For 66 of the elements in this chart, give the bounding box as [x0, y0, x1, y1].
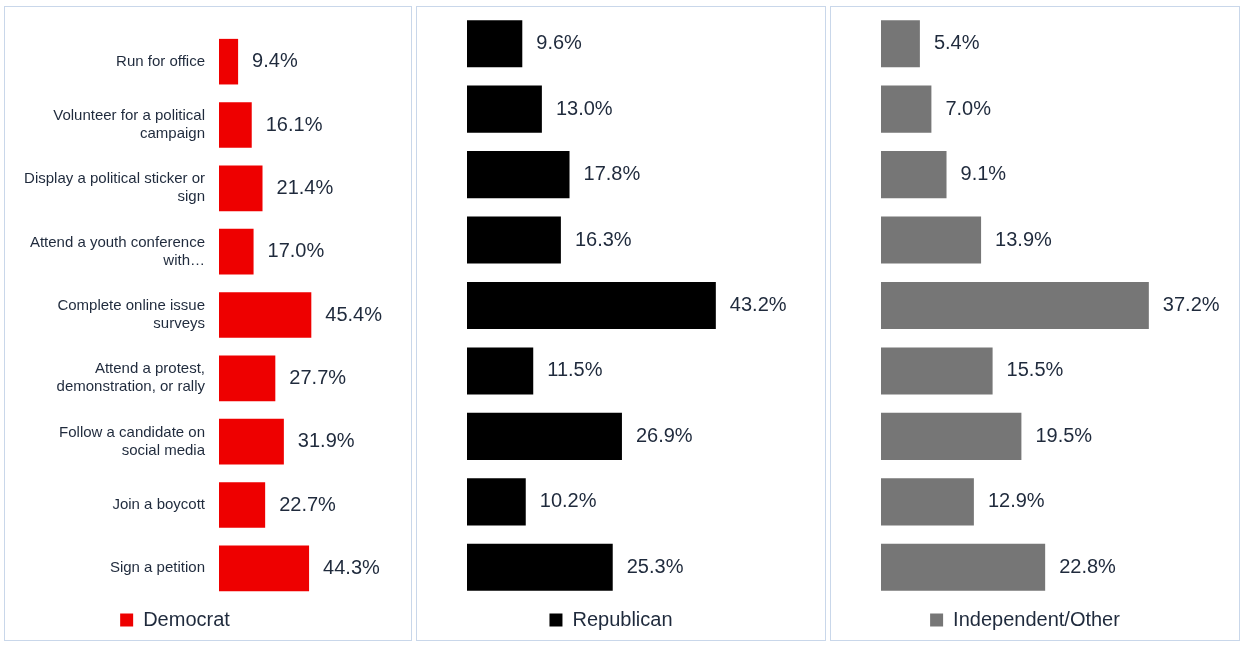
data-label: 15.5%	[1006, 358, 1064, 381]
data-label: 17.0%	[267, 239, 325, 262]
bar	[881, 543, 1046, 591]
bar	[881, 20, 920, 68]
bar	[467, 20, 523, 68]
y-tick-label: Volunteer for a political campaign	[53, 106, 205, 142]
bar	[219, 165, 263, 212]
bar	[881, 412, 1022, 460]
bar	[219, 482, 266, 528]
data-label: 37.2%	[1162, 293, 1220, 316]
y-tick-label: Attend a protest, demonstration, or rally	[56, 359, 206, 395]
data-label: 21.4%	[276, 175, 334, 198]
y-tick-label: Complete online issue surveys	[57, 296, 205, 332]
bar	[467, 412, 622, 460]
data-label: 19.5%	[1035, 423, 1093, 446]
y-tick-label: Run for office	[116, 51, 205, 69]
bar	[219, 228, 254, 275]
bar	[881, 347, 993, 395]
bar	[881, 216, 982, 264]
y-tick-label: Join a boycott	[112, 495, 206, 513]
bar	[881, 478, 974, 526]
data-label: 43.2%	[729, 293, 787, 316]
bar	[881, 85, 932, 133]
data-label: 26.9%	[635, 423, 693, 446]
bar	[219, 102, 252, 148]
bar	[881, 151, 947, 199]
bar	[467, 478, 526, 526]
data-label: 27.7%	[289, 365, 347, 388]
bar	[219, 292, 312, 338]
bar	[881, 281, 1149, 330]
bar	[467, 216, 561, 264]
bar	[219, 545, 310, 592]
data-label: 44.3%	[323, 555, 380, 578]
data-label: 25.3%	[626, 554, 684, 577]
data-label: 12.9%	[987, 489, 1045, 512]
data-label: 7.0%	[945, 96, 992, 119]
data-label: 9.1%	[960, 162, 1007, 185]
legend-label: Democrat	[143, 607, 231, 630]
data-label: 11.5%	[547, 358, 603, 381]
bar	[219, 355, 276, 402]
data-label: 45.4%	[325, 302, 383, 325]
y-tick-label: Sign a petition	[109, 558, 205, 576]
bar	[219, 38, 239, 85]
y-tick-label: Attend a youth conference with…	[29, 232, 205, 268]
data-label: 16.3%	[574, 227, 632, 250]
bar	[467, 151, 570, 199]
y-tick-label: Display a political sticker or sign	[24, 169, 205, 205]
y-tick-label: Follow a candidate on social media	[59, 422, 206, 458]
data-label: 10.2%	[539, 489, 597, 512]
data-label: 17.8%	[583, 162, 641, 185]
bar	[467, 347, 534, 395]
data-label: 5.4%	[933, 31, 980, 54]
data-label: 16.1%	[265, 112, 323, 135]
data-label: 31.9%	[297, 429, 355, 452]
bar	[219, 418, 284, 465]
data-label: 9.4%	[252, 49, 298, 72]
data-label: 22.8%	[1059, 554, 1117, 577]
bar	[467, 85, 542, 133]
data-label: 13.0%	[555, 96, 613, 119]
data-label: 9.6%	[536, 31, 583, 54]
data-label: 22.7%	[279, 492, 337, 515]
bar	[467, 281, 716, 330]
legend-label: Independent/Other	[953, 607, 1121, 630]
bar	[467, 543, 613, 591]
data-label: 13.9%	[995, 227, 1053, 250]
legend-label: Republican	[572, 607, 673, 630]
